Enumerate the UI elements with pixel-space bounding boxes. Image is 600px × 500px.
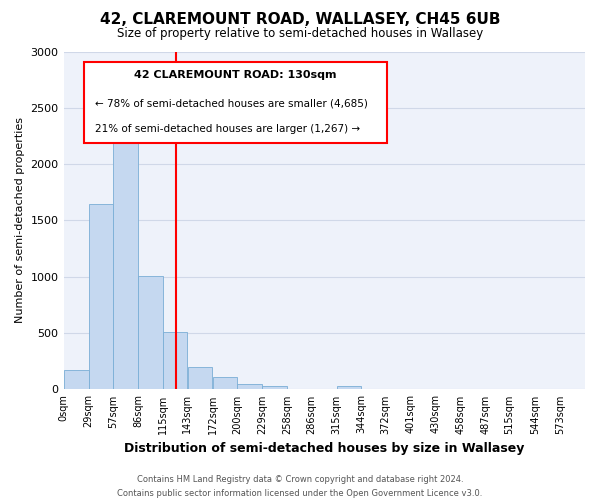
FancyBboxPatch shape [85,62,387,142]
Bar [64,370,89,390]
Bar [337,386,361,390]
Text: Contains HM Land Registry data © Crown copyright and database right 2024.
Contai: Contains HM Land Registry data © Crown c… [118,476,482,498]
Text: Size of property relative to semi-detached houses in Wallasey: Size of property relative to semi-detach… [117,28,483,40]
Text: ← 78% of semi-detached houses are smaller (4,685): ← 78% of semi-detached houses are smalle… [95,99,368,109]
Bar [113,133,138,390]
Text: 21% of semi-detached houses are larger (1,267) →: 21% of semi-detached houses are larger (… [95,124,360,134]
X-axis label: Distribution of semi-detached houses by size in Wallasey: Distribution of semi-detached houses by … [124,442,524,455]
Bar [262,386,287,390]
Bar [237,384,262,390]
Text: 42 CLAREMOUNT ROAD: 130sqm: 42 CLAREMOUNT ROAD: 130sqm [134,70,337,80]
Bar [212,377,236,390]
Bar [138,276,163,390]
Text: 42, CLAREMOUNT ROAD, WALLASEY, CH45 6UB: 42, CLAREMOUNT ROAD, WALLASEY, CH45 6UB [100,12,500,28]
Bar [188,367,212,390]
Bar [89,204,113,390]
Bar [163,332,187,390]
Y-axis label: Number of semi-detached properties: Number of semi-detached properties [15,118,25,324]
